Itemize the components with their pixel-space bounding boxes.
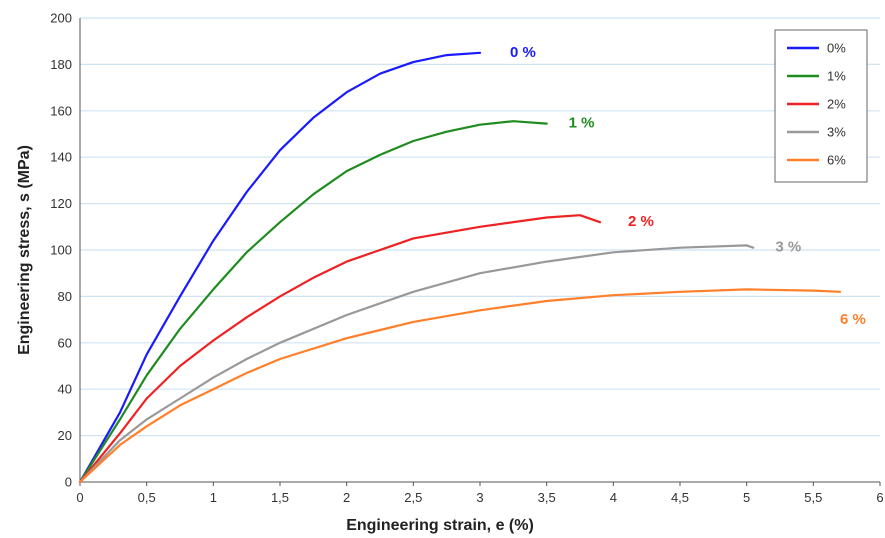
x-tick-label: 0 <box>76 490 83 505</box>
legend-label: 0% <box>827 41 846 56</box>
x-tick-label: 5,5 <box>804 490 822 505</box>
x-tick-label: 4 <box>610 490 617 505</box>
y-tick-label: 80 <box>58 289 72 304</box>
x-axis-title: Engineering strain, e (%) <box>346 517 534 534</box>
y-axis-title: Engineering stress, s (MPa) <box>16 145 33 355</box>
x-tick-label: 1,5 <box>271 490 289 505</box>
legend-label: 6% <box>827 153 846 168</box>
legend-label: 1% <box>827 69 846 84</box>
series-line-2 <box>78 214 602 484</box>
x-tick-label: 3 <box>476 490 483 505</box>
legend-box <box>774 29 868 183</box>
y-tick-label: 100 <box>50 243 72 258</box>
legend-label: 2% <box>827 97 846 112</box>
y-tick-label: 40 <box>58 382 72 397</box>
x-tick-label: 4,5 <box>671 490 689 505</box>
x-tick-label: 6 <box>876 490 883 505</box>
x-tick-label: 0,5 <box>138 490 156 505</box>
y-tick-label: 20 <box>58 428 72 443</box>
series-line-1 <box>78 120 548 484</box>
y-tick-label: 60 <box>58 335 72 350</box>
series-lines <box>78 51 842 484</box>
legend: 0% 1% 2% 3% 6% <box>774 29 868 183</box>
y-tick-label: 120 <box>50 196 72 211</box>
x-tick-label: 2 <box>343 490 350 505</box>
series-end-label: 6 % <box>840 311 866 328</box>
series-end-labels: 0 % 1 % 2 % 3 % 6 % <box>510 44 866 328</box>
y-tick-label: 180 <box>50 57 72 72</box>
y-tick-labels: 0 20 40 60 80 100 120 140 160 180 200 <box>50 11 72 490</box>
y-tick-label: 200 <box>50 11 72 26</box>
series-end-label: 3 % <box>775 239 801 256</box>
y-tick-label: 0 <box>65 475 72 490</box>
series-line-4 <box>78 288 842 484</box>
series-end-label: 0 % <box>510 44 536 61</box>
x-tick-label: 3,5 <box>538 490 556 505</box>
series-end-label: 2 % <box>628 213 654 230</box>
x-tick-labels: 0 0,5 1 1,5 2 2,5 3 3,5 4 4,5 5 5,5 6 <box>76 482 884 505</box>
series-line-0 <box>78 51 482 484</box>
x-tick-label: 5 <box>743 490 750 505</box>
legend-label: 3% <box>827 125 846 140</box>
x-tick-label: 1 <box>210 490 217 505</box>
x-tick-label: 2,5 <box>404 490 422 505</box>
series-end-label: 1 % <box>569 115 595 132</box>
series-line-3 <box>78 244 755 484</box>
y-tick-label: 160 <box>50 103 72 118</box>
y-tick-label: 140 <box>50 150 72 165</box>
